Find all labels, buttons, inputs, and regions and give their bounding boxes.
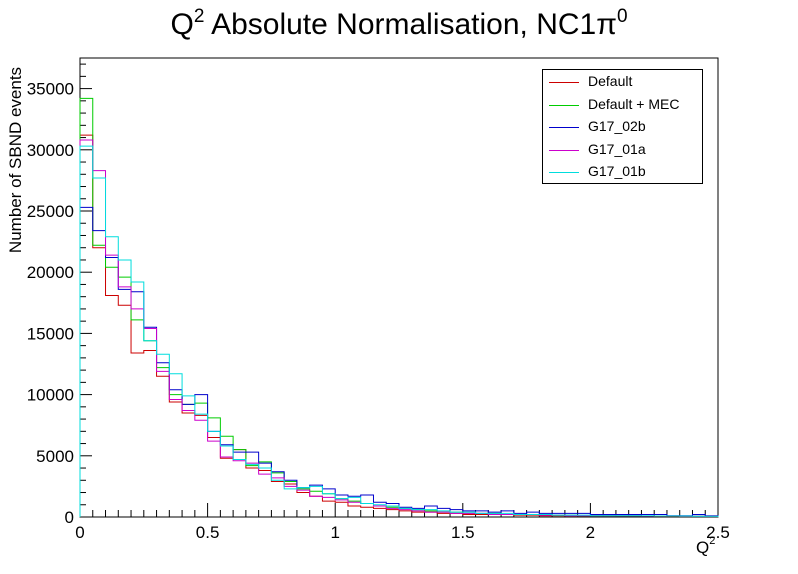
- legend-swatch: [549, 149, 579, 151]
- legend-swatch: [549, 104, 579, 106]
- chart-title: Q2 Absolute Normalisation, NC1π0: [170, 6, 628, 41]
- x-tick-label: 0: [75, 523, 84, 542]
- legend-label: Default: [588, 73, 633, 89]
- series-g17-01b: [79, 145, 719, 517]
- legend-label: G17_02b: [588, 118, 646, 134]
- series-layer: [79, 97, 719, 517]
- series-g17-01a: [79, 139, 719, 517]
- legend-label: G17_01a: [588, 140, 646, 157]
- legend-swatch: [549, 127, 579, 128]
- legend-swatch: [549, 82, 579, 83]
- legend-swatch: [549, 172, 579, 173]
- y-tick-label: 10000: [27, 386, 74, 405]
- y-tick-label: 20000: [27, 263, 74, 282]
- legend-item: Default: [543, 71, 702, 93]
- x-tick-label: 2.5: [706, 523, 730, 542]
- y-tick-label: 35000: [27, 80, 74, 99]
- legend-item: Default + MEC: [543, 94, 702, 116]
- x-tick-label: 2: [586, 523, 595, 542]
- legend-label: G17_01b: [588, 163, 646, 179]
- x-tick-label: 0.5: [196, 523, 220, 542]
- y-axis: 0 5000 10000 15000 20000 25000 30000 35000: [27, 63, 92, 527]
- y-tick-label: 0: [65, 508, 74, 527]
- legend-label: Default + MEC: [588, 95, 680, 112]
- series-default: [79, 134, 719, 517]
- x-axis-label: Q2: [696, 535, 716, 557]
- legend-item: G17_02b: [543, 116, 702, 138]
- series-g17-02b: [79, 206, 719, 517]
- y-tick-label: 25000: [27, 202, 74, 221]
- x-axis: 0 0.5 1 1.5 2 2.5: [75, 503, 730, 542]
- legend-item: G17_01b: [543, 161, 702, 183]
- x-tick-label: 1: [330, 523, 339, 542]
- legend-item: G17_01a: [543, 139, 702, 161]
- x-tick-label: 1.5: [451, 523, 475, 542]
- y-tick-label: 15000: [27, 324, 74, 343]
- y-tick-label: 5000: [36, 447, 74, 466]
- y-axis-label: Number of SBND events: [6, 66, 25, 254]
- legend: Default Default + MEC G17_02b G17_01a G17_01…: [542, 69, 703, 184]
- y-tick-label: 30000: [27, 141, 74, 160]
